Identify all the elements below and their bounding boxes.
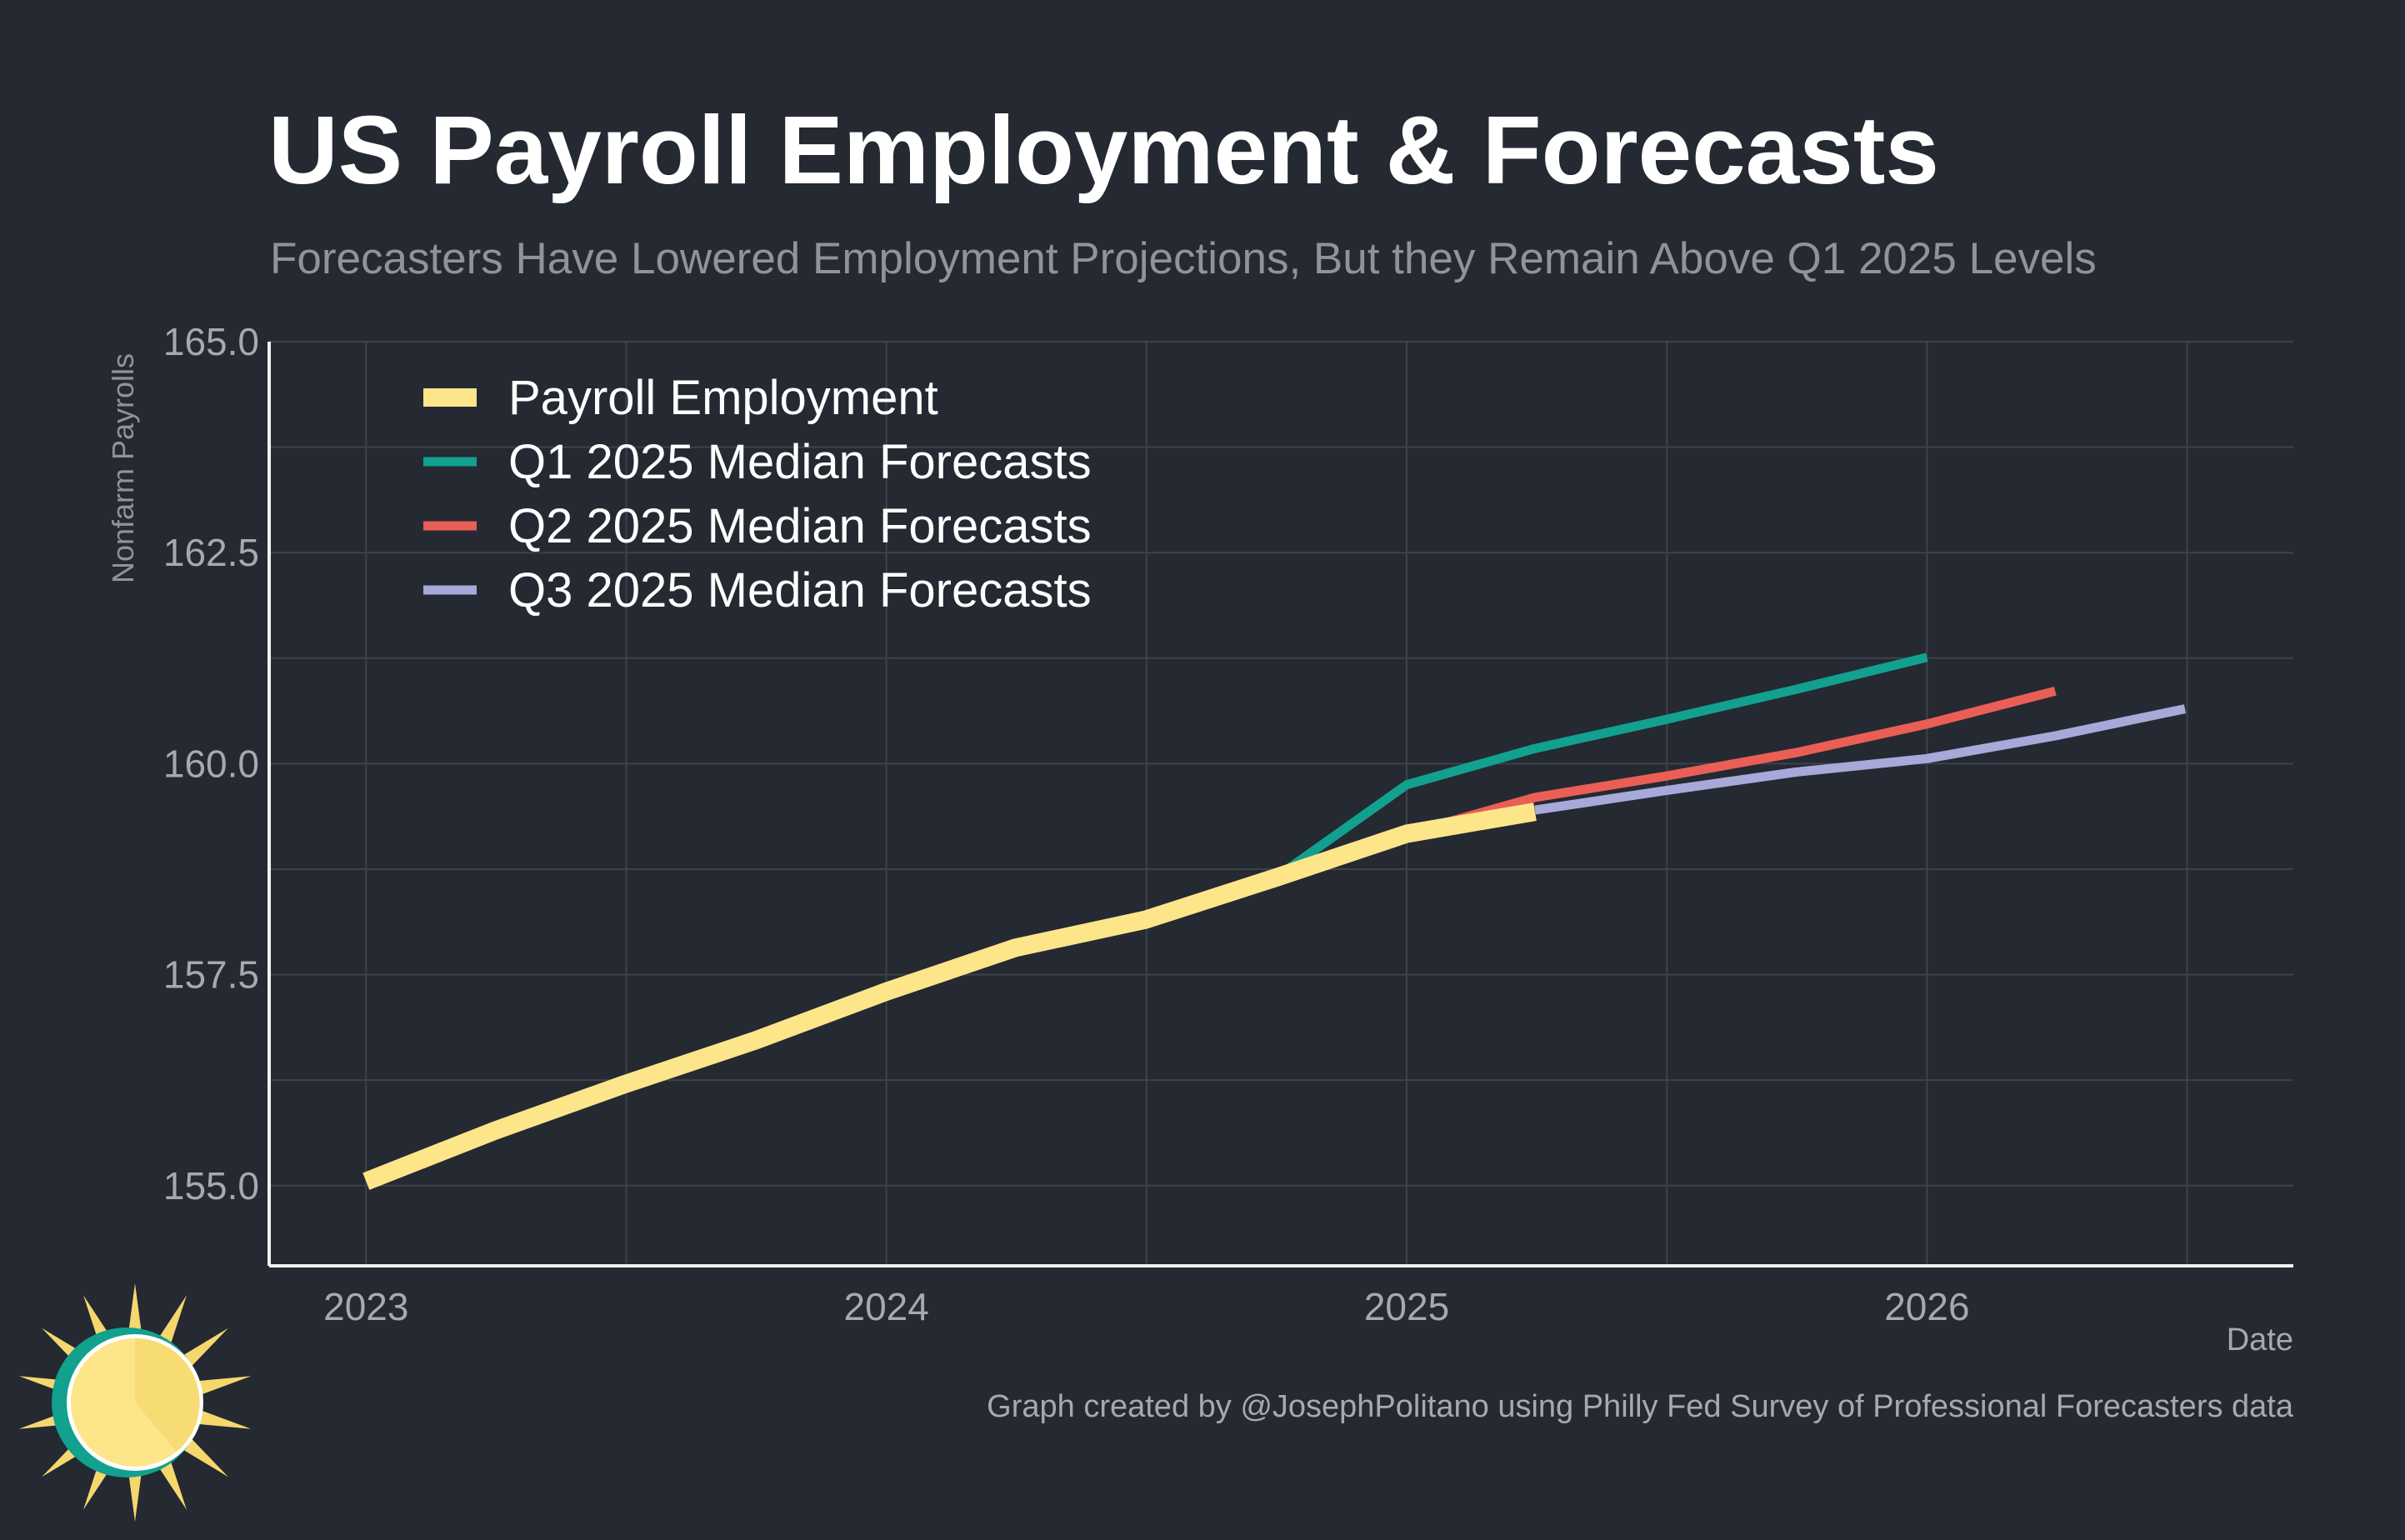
legend-label-1: Q1 2025 Median Forecasts — [508, 435, 1092, 489]
tick-layer: 2023 2024 2025 2026 155.0 157.5 160.0 162.5 165.… — [163, 320, 1970, 1328]
legend-label-3: Q3 2025 Median Forecasts — [508, 563, 1092, 618]
x-tick-label: 2025 — [1364, 1285, 1449, 1328]
chart-subtitle: Forecasters Have Lowered Employment Proj… — [270, 234, 2097, 283]
series-line-2 — [1405, 686, 2057, 838]
legend-label-0: Payroll Employment — [508, 371, 938, 425]
series-line-0 — [362, 802, 1537, 1190]
y-tick-label: 165.0 — [163, 320, 259, 363]
chart-title: US Payroll Employment & Forecasts — [268, 96, 1939, 204]
y-tick-label: 160.0 — [163, 742, 259, 785]
sun-logo-clock-hand — [135, 1338, 200, 1452]
x-axis-label: Date — [2227, 1322, 2293, 1358]
grid-layer — [269, 341, 2293, 1266]
x-tick-label: 2023 — [323, 1285, 408, 1328]
legend: Payroll Employment Q1 2025 Median Forecas… — [423, 371, 1092, 618]
y-tick-label: 162.5 — [163, 531, 259, 574]
series-line-1 — [1272, 652, 1928, 882]
x-tick-label: 2024 — [844, 1285, 929, 1328]
series-line-3 — [1534, 704, 2187, 815]
chart-caption: Graph created by @JosephPolitano using P… — [987, 1389, 2294, 1424]
x-tick-label: 2026 — [1884, 1285, 1969, 1328]
series-layer — [362, 652, 2187, 1190]
axis-layer — [268, 342, 2293, 1268]
y-tick-label: 157.5 — [163, 953, 259, 997]
y-tick-label: 155.0 — [163, 1164, 259, 1208]
legend-label-2: Q2 2025 Median Forecasts — [508, 499, 1092, 553]
y-axis-label: Nonfarm Payrolls — [106, 353, 140, 583]
sun-logo — [18, 1283, 252, 1522]
